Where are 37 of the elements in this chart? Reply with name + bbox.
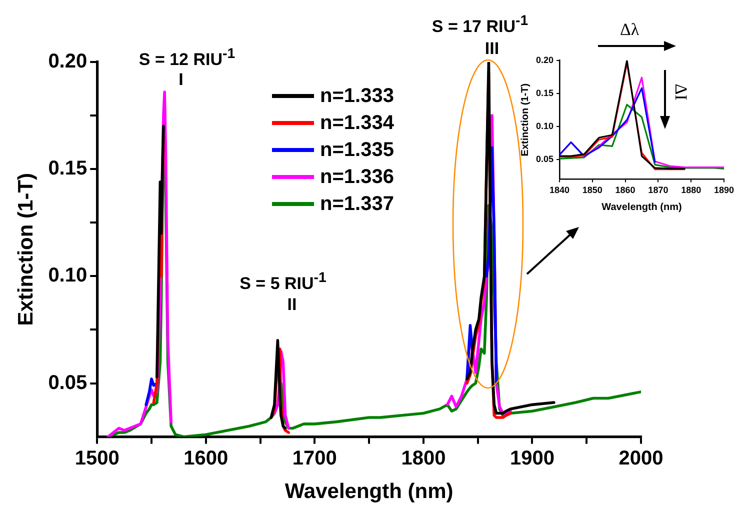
x-tick-label: 1840	[550, 185, 570, 196]
x-tick-label: 1800	[401, 447, 446, 470]
x-axis-title: Wavelength (nm)	[284, 480, 454, 504]
annotation: S = 12 RIU$^{-1}$	[138, 46, 236, 70]
legend-label: n=1.337	[320, 192, 394, 214]
y-tick-label: 0.20	[48, 50, 88, 73]
x-tick-label: 1500	[74, 447, 120, 470]
y-tick-label: 0.10	[536, 120, 554, 131]
annotation: II	[287, 295, 297, 315]
legend-label: n=1.336	[320, 166, 394, 188]
text: III	[484, 39, 500, 59]
y-axis-title: Extinction (1-T)	[520, 83, 531, 156]
text: Δλ	[620, 20, 640, 40]
x-tick-label: 1880	[681, 185, 702, 196]
legend-label: n=1.334	[320, 112, 394, 134]
x-tick-label: 1870	[648, 185, 668, 196]
y-tick-label: 0.10	[48, 264, 88, 287]
x-tick-label: 1900	[510, 447, 554, 470]
text: S = 17 RIU$^{-1}$	[432, 13, 528, 37]
x-tick-label: 1700	[292, 447, 337, 470]
x-tick-label: 1850	[582, 185, 602, 196]
annotation: ΔI	[670, 84, 690, 100]
x-tick-label: 1890	[714, 185, 734, 196]
x-tick-label: 1860	[615, 185, 636, 196]
x-tick-label: 2000	[618, 447, 664, 470]
y-tick-label: 0.15	[48, 158, 88, 180]
y-axis-title: Extinction (1-T)	[14, 172, 38, 326]
annotation: I	[178, 70, 184, 90]
x-axis-title: Wavelength (nm)	[602, 202, 682, 213]
y-tick-label: 0.20	[536, 54, 554, 65]
legend-label: n=1.333	[320, 84, 394, 106]
annotation: S = 5 RIU$^{-1}$	[240, 270, 326, 294]
y-tick-label: 0.05	[536, 154, 554, 164]
x-tick-label: 1600	[184, 447, 228, 470]
y-tick-label: 0.15	[536, 88, 554, 98]
legend-label: n=1.335	[320, 138, 394, 160]
y-tick-label: 0.05	[48, 372, 88, 394]
